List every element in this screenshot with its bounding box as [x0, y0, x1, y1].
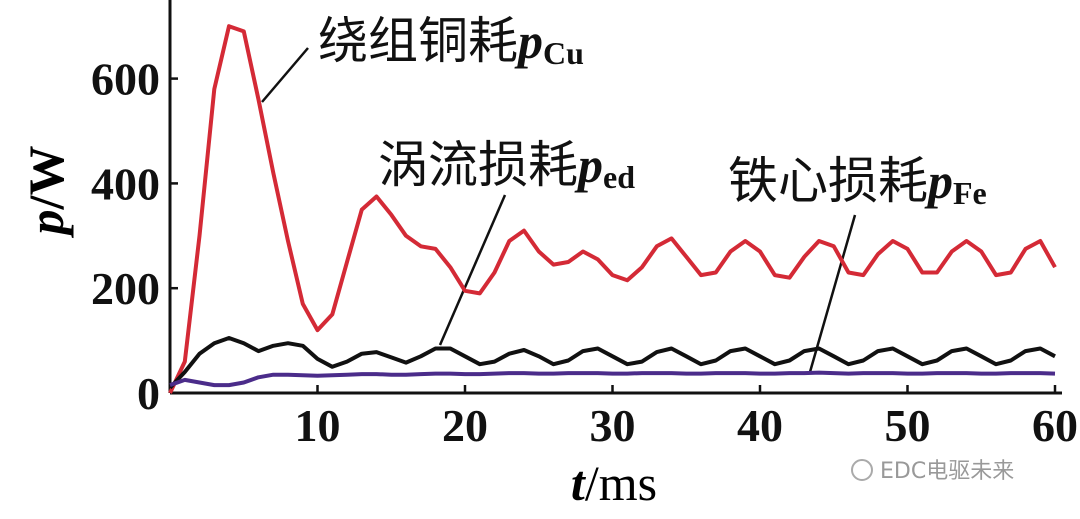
annotation-subscript: Fe: [953, 175, 987, 211]
x-tick-label: 30: [590, 400, 636, 451]
y-tick-label: 200: [91, 263, 160, 314]
watermark: EDC电驱未来: [880, 459, 1014, 484]
leader-line: [261, 47, 309, 103]
line-series: [168, 24, 1057, 394]
y-label-symbol: p: [18, 209, 74, 238]
annotation-symbol: p: [574, 137, 603, 193]
x-tick-label: 60: [1032, 400, 1078, 451]
y-tick-label: 400: [91, 158, 160, 209]
x-tick-label: 20: [442, 400, 488, 451]
annotation-symbol: p: [514, 13, 543, 69]
annotation: 绕组铜耗pCu: [318, 13, 584, 71]
annotation-text: 涡流损耗: [378, 137, 578, 193]
x-tick-label: 50: [885, 400, 931, 451]
leader-lines: [261, 47, 857, 373]
annotation-subscript: ed: [603, 159, 635, 195]
watermark-icon: [851, 459, 873, 481]
line-series: [169, 370, 1056, 388]
x-axis-label: t/ms: [571, 455, 657, 511]
x-tick-label: 40: [737, 400, 783, 451]
y-tick-label: 0: [137, 368, 160, 419]
x-tick-label: 10: [295, 400, 341, 451]
y-label-unit: /W: [18, 146, 74, 211]
annotation-text: 绕组铜耗: [318, 13, 518, 69]
annotation: 涡流损耗ped: [378, 137, 635, 195]
x-label-symbol: t: [571, 455, 587, 511]
y-axis-label: p/W: [18, 146, 74, 239]
annotation-text: 铁心损耗: [728, 153, 928, 209]
watermark-group: EDC电驱未来: [851, 459, 1014, 484]
line-series: [168, 336, 1056, 390]
annotation: 铁心损耗pFe: [728, 153, 987, 211]
annotation-subscript: Cu: [543, 35, 584, 71]
leader-line: [438, 194, 507, 346]
y-tick-label: 600: [91, 54, 160, 105]
leader-line: [808, 214, 857, 373]
annotation-symbol: p: [924, 153, 953, 209]
x-label-unit: /ms: [585, 455, 657, 511]
